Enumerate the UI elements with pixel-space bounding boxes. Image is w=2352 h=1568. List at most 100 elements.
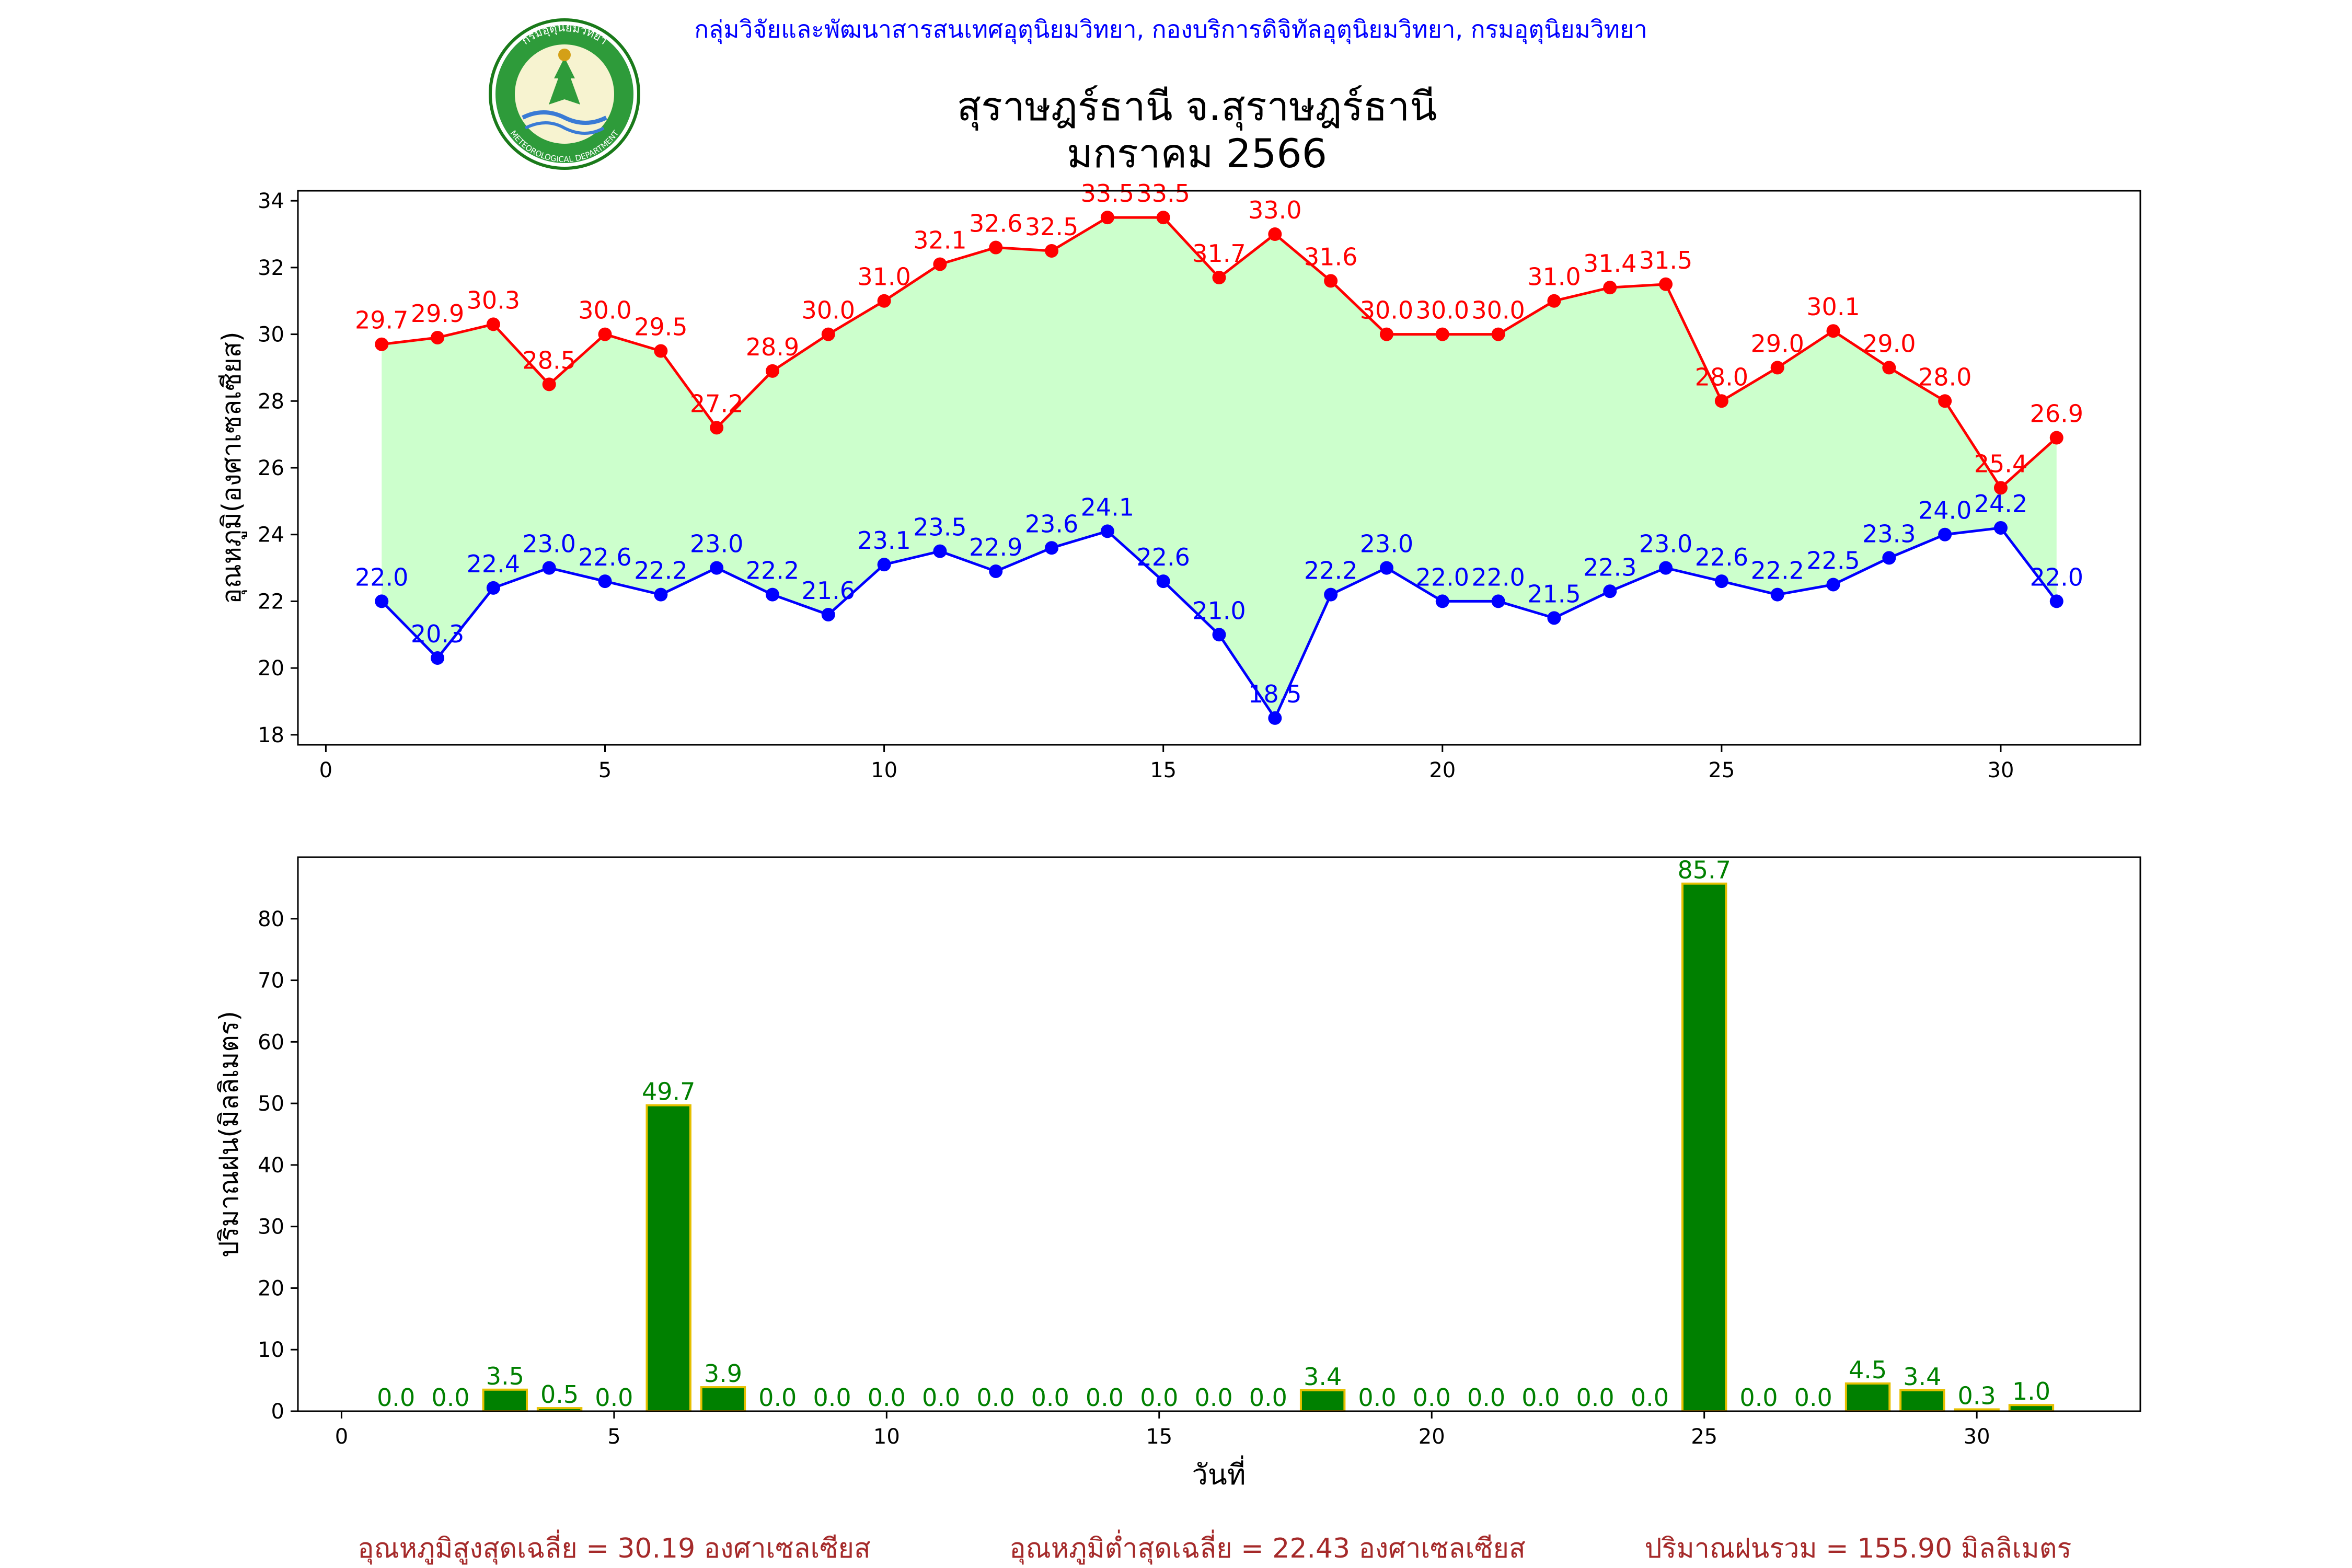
min-temperature-label: 23.1: [857, 526, 910, 555]
rainfall-label: 0.0: [1194, 1383, 1232, 1412]
rainfall-label: 0.0: [813, 1383, 851, 1412]
temperature-x-tick-label: 15: [1150, 758, 1177, 782]
rainfall-x-tick-label: 5: [607, 1425, 620, 1449]
max-temperature-point: [1268, 227, 1282, 241]
min-temperature-point: [1045, 541, 1059, 555]
max-temperature-label: 33.5: [1136, 179, 1190, 207]
min-temperature-label: 21.6: [802, 577, 855, 605]
temperature-x-tick-label: 30: [1988, 758, 2014, 782]
max-temperature-point: [1882, 361, 1896, 375]
org-header: กลุ่มวิจัยและพัฒนาสารสนเทศอุตุนิยมวิทยา,…: [694, 15, 1647, 44]
min-temperature-point: [989, 564, 1003, 578]
rainfall-x-tick-label: 25: [1691, 1425, 1717, 1449]
max-temperature-label: 31.7: [1192, 239, 1246, 268]
min-temperature-label: 22.5: [1806, 546, 1860, 574]
rainfall-x-tick-label: 30: [1964, 1425, 1990, 1449]
max-temperature-label: 32.1: [913, 226, 966, 254]
min-temperature-label: 21.5: [1527, 580, 1581, 608]
min-temperature-point: [598, 574, 612, 589]
temperature-y-tick-label: 24: [258, 523, 284, 547]
min-temperature-point: [1993, 521, 2008, 535]
max-temperature-point: [486, 317, 500, 331]
min-temperature-point: [1379, 561, 1393, 575]
min-temperature-label: 22.6: [1136, 543, 1190, 571]
rainfall-label: 4.5: [1849, 1356, 1887, 1384]
max-temperature-point: [1826, 324, 1840, 338]
max-temperature-label: 33.5: [1081, 179, 1134, 207]
rainfall-panel: 0.0 0.0 3.5 0.5 0.0 49.7 3.9 0.0 0.0 0.0 0.0 0.0 0.0…: [214, 856, 2141, 1491]
temperature-y-tick-label: 22: [258, 590, 284, 614]
max-temperature-label: 31.0: [857, 263, 910, 291]
rainfall-label: 0.0: [976, 1383, 1014, 1412]
rainfall-label: 0.0: [1521, 1383, 1560, 1412]
rainfall-label: 0.0: [1086, 1383, 1124, 1412]
max-temperature-point: [821, 327, 835, 341]
max-temperature-point: [654, 344, 668, 358]
min-temperature-point: [1826, 578, 1840, 592]
rainfall-label: 0.0: [1413, 1383, 1451, 1412]
min-temperature-label: 23.3: [1862, 520, 1916, 548]
rainfall-label: 3.4: [1304, 1363, 1342, 1391]
min-temperature-label: 23.0: [1360, 530, 1413, 558]
min-temperature-label: 23.5: [913, 513, 966, 541]
max-temperature-label: 28.0: [1695, 363, 1748, 391]
rainfall-label: 0.0: [1031, 1383, 1069, 1412]
min-temperature-label: 23.6: [1025, 510, 1078, 538]
rainfall-y-tick-label: 70: [258, 969, 284, 993]
max-temperature-point: [598, 327, 612, 341]
min-temperature-point: [375, 594, 389, 608]
max-temperature-label: 32.5: [1025, 213, 1078, 241]
max-temperature-point: [1659, 277, 1673, 291]
min-temperature-label: 23.0: [1639, 530, 1692, 558]
rainfall-label: 0.0: [1794, 1383, 1832, 1412]
max-temperature-label: 28.0: [1918, 363, 1971, 391]
min-temperature-point: [486, 581, 500, 595]
max-temperature-point: [1993, 481, 2008, 495]
min-temperature-point: [654, 587, 668, 602]
rainfall-label: 0.0: [868, 1383, 906, 1412]
rainfall-label: 0.0: [1249, 1383, 1287, 1412]
rainfall-y-tick-label: 40: [258, 1154, 284, 1178]
rainfall-y-tick-label: 20: [258, 1276, 284, 1300]
rainfall-y-tick-label: 0: [271, 1400, 284, 1424]
temperature-x-tick-label: 20: [1429, 758, 1456, 782]
min-temperature-point: [431, 651, 445, 665]
rainfall-label: 0.0: [1576, 1383, 1615, 1412]
rainfall-x-tick-label: 10: [873, 1425, 900, 1449]
min-temperature-label: 22.2: [1750, 557, 1804, 585]
max-temperature-point: [1435, 327, 1449, 341]
rainfall-label: 3.5: [486, 1362, 524, 1390]
min-temperature-point: [1882, 551, 1896, 565]
min-temperature-label: 22.3: [1583, 553, 1636, 581]
rainfall-bar: [2008, 1404, 2055, 1412]
temperature-x-tick-label: 0: [319, 758, 332, 782]
max-temperature-label: 30.0: [1360, 296, 1413, 325]
min-temperature-point: [1435, 594, 1449, 608]
min-temperature-point: [1603, 584, 1617, 598]
min-temperature-point: [1938, 527, 1952, 541]
min-temperature-label: 23.0: [522, 530, 575, 558]
min-temperature-point: [1100, 524, 1114, 538]
max-temperature-label: 29.0: [1750, 329, 1804, 358]
temperature-y-tick-label: 18: [258, 723, 284, 747]
max-temperature-point: [1714, 394, 1728, 408]
rainfall-label: 0.0: [1631, 1383, 1669, 1412]
rainfall-y-tick-label: 10: [258, 1338, 284, 1362]
max-temperature-label: 28.9: [746, 333, 799, 361]
max-temperature-label: 29.7: [355, 306, 408, 335]
min-temperature-point: [1659, 561, 1673, 575]
rainfall-bar: [1299, 1389, 1346, 1413]
max-temperature-point: [2049, 431, 2063, 445]
max-temperature-point: [431, 330, 445, 344]
rainfall-label: 3.4: [1903, 1363, 1941, 1391]
min-temperature-label: 22.2: [746, 557, 799, 585]
min-temperature-label: 22.9: [969, 533, 1022, 561]
min-temperature-point: [1547, 611, 1561, 625]
max-temperature-label: 30.0: [1471, 296, 1525, 325]
min-temperature-label: 22.0: [355, 563, 408, 591]
rainfall-label: 0.0: [1358, 1383, 1396, 1412]
max-temperature-point: [542, 377, 556, 391]
max-temperature-point: [710, 421, 724, 435]
min-temperature-label: 22.0: [1416, 563, 1469, 591]
